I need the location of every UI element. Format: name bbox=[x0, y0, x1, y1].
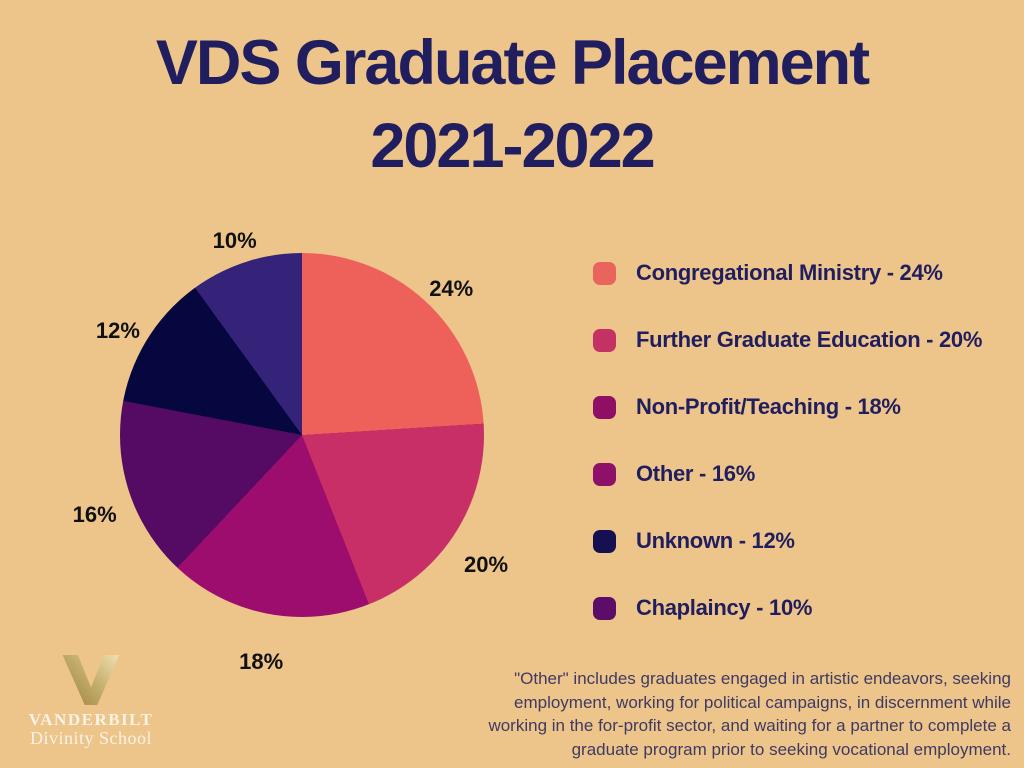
legend-item-label: Unknown - 12% bbox=[636, 528, 795, 553]
legend-item-further-graduate-education: Further Graduate Education - 20% bbox=[593, 321, 982, 359]
pie-slice-label: 12% bbox=[95, 318, 140, 344]
pie-slice-label: 24% bbox=[429, 276, 474, 302]
page-title: VDS Graduate Placement 2021-2022 bbox=[0, 22, 1024, 188]
legend-item-congregational-ministry: Congregational Ministry - 24% bbox=[593, 254, 982, 292]
footnote-line: "Other" includes graduates engaged in ar… bbox=[514, 669, 1011, 688]
page-title-line2: 2021-2022 bbox=[370, 111, 655, 181]
logo-wordmark: VANDERBILT bbox=[28, 710, 154, 729]
legend-swatch-further-graduate-education bbox=[593, 328, 616, 352]
footnote-line: graduate program prior to seeking vocati… bbox=[571, 739, 1011, 759]
logo-subtitle: Divinity School bbox=[29, 728, 152, 748]
page-title-line1: VDS Graduate Placement bbox=[155, 28, 870, 98]
footnote: "Other" includes graduates engaged in ar… bbox=[488, 667, 1011, 761]
legend-swatch-unknown bbox=[593, 529, 616, 553]
legend-item-label: Non-Profit/Teaching - 18% bbox=[636, 394, 901, 419]
pie-slice-label: 10% bbox=[212, 227, 257, 253]
legend-item-label: Congregational Ministry - 24% bbox=[636, 260, 943, 285]
footnote-line: employment, working for political campai… bbox=[514, 692, 1011, 712]
legend-swatch-other bbox=[593, 462, 616, 486]
legend-item-non-profit-teaching: Non-Profit/Teaching - 18% bbox=[593, 388, 982, 426]
legend-swatch-non-profit-teaching bbox=[593, 395, 616, 419]
pie-slice-label: 16% bbox=[72, 502, 117, 528]
footnote-line: working in the for-profit sector, and wa… bbox=[488, 716, 1011, 736]
legend-item-label: Chaplaincy - 10% bbox=[636, 595, 813, 620]
legend-item-other: Other - 16% bbox=[593, 455, 982, 493]
legend-item-label: Other - 16% bbox=[636, 461, 755, 486]
legend-item-chaplaincy: Chaplaincy - 10% bbox=[593, 589, 982, 627]
legend-swatch-chaplaincy bbox=[593, 596, 616, 620]
pie-slice-label: 18% bbox=[239, 649, 284, 675]
legend-swatch-congregational-ministry bbox=[593, 261, 616, 285]
vanderbilt-v-icon bbox=[62, 655, 120, 705]
legend-item-unknown: Unknown - 12% bbox=[593, 522, 982, 560]
vanderbilt-logo: VANDERBILT Divinity School bbox=[16, 655, 166, 748]
pie-chart bbox=[120, 253, 484, 617]
pie-slice-label: 20% bbox=[464, 551, 509, 577]
legend: Congregational Ministry - 24% Further Gr… bbox=[593, 254, 982, 656]
legend-item-label: Further Graduate Education - 20% bbox=[636, 327, 983, 352]
